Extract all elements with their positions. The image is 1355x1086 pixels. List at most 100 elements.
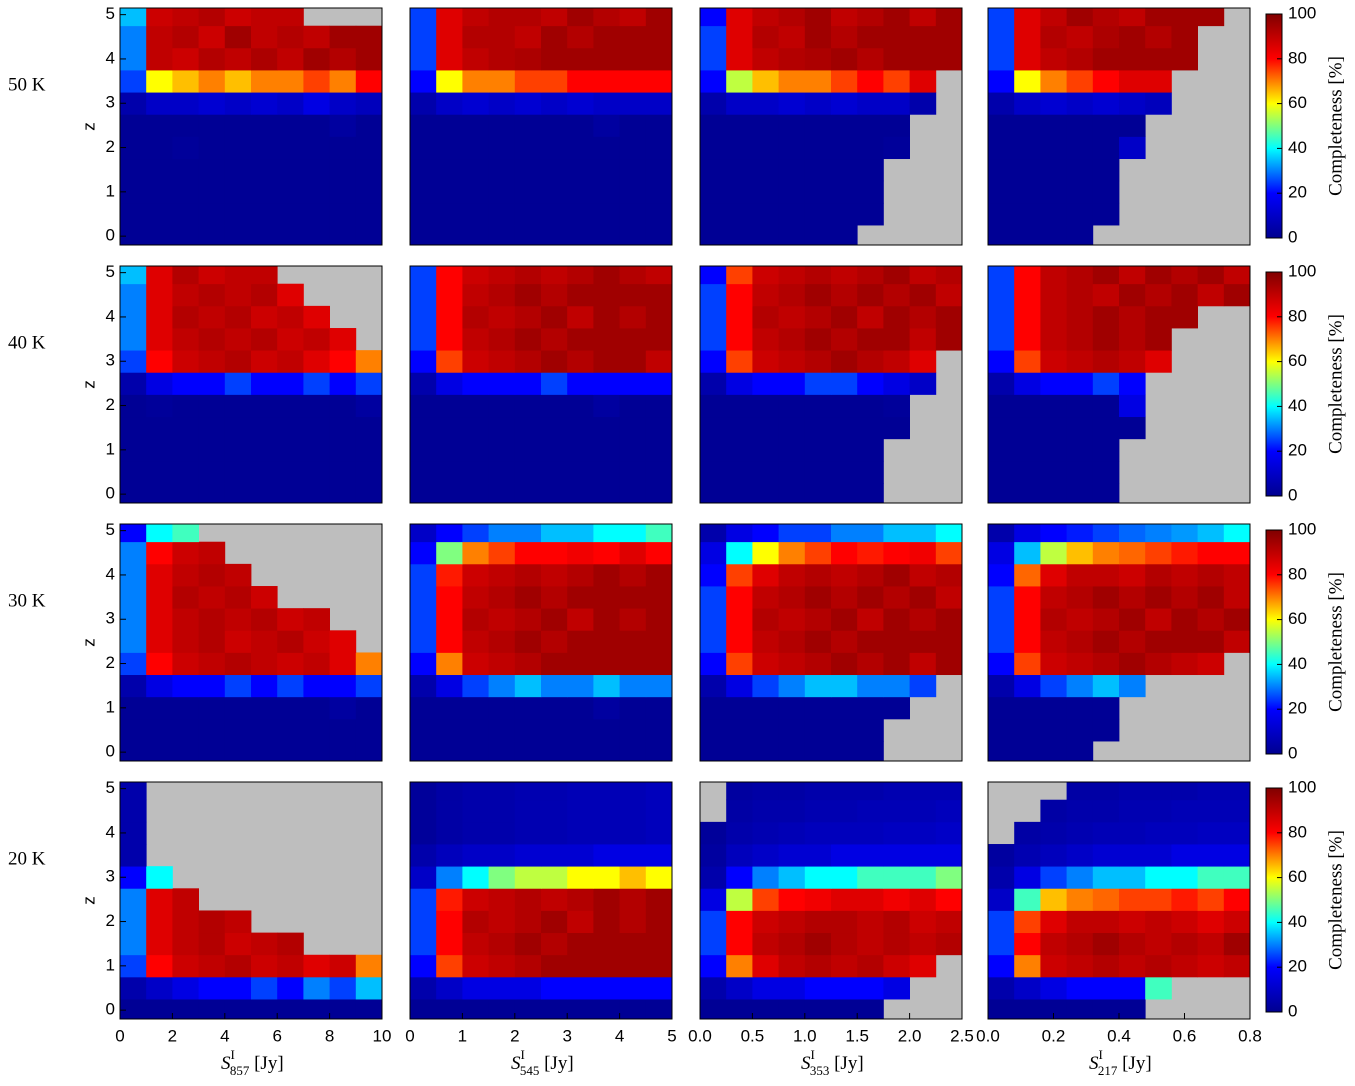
heatmap-cell	[303, 225, 330, 245]
heatmap-cell	[700, 586, 727, 609]
heatmap-cell	[752, 821, 779, 845]
heatmap-cell	[804, 283, 832, 307]
heatmap-cell	[1040, 283, 1067, 307]
heatmap-cell	[251, 8, 278, 27]
heatmap-cell	[645, 821, 672, 845]
heatmap-cell	[198, 563, 226, 587]
heatmap-cell	[120, 438, 147, 462]
heatmap-cell	[645, 25, 672, 49]
heatmap-cell	[410, 394, 437, 418]
heatmap-cell	[645, 844, 672, 867]
heatmap-cell	[883, 563, 910, 587]
heatmap-cell	[277, 696, 304, 720]
heatmap-cell	[514, 608, 542, 631]
heatmap-cell	[251, 999, 278, 1019]
heatmap-cell	[778, 266, 806, 285]
heatmap-cell	[1014, 114, 1041, 137]
heatmap-cell	[726, 563, 753, 587]
heatmap-cell	[462, 8, 489, 27]
heatmap-cell	[1119, 372, 1146, 395]
heatmap-cell	[726, 844, 753, 867]
heatmap-cell	[120, 696, 147, 720]
heatmap-cell	[146, 416, 173, 440]
heatmap-cell	[303, 114, 330, 137]
y-tick-label: 2	[106, 137, 115, 156]
colorbar	[1265, 787, 1283, 1013]
heatmap-cell	[120, 718, 147, 742]
heatmap-cell	[883, 8, 910, 27]
heatmap-cell	[831, 136, 858, 160]
heatmap-cell	[619, 460, 647, 484]
heatmap-cell	[988, 630, 1015, 653]
heatmap-cell	[988, 158, 1015, 182]
heatmap-cell	[277, 328, 304, 351]
heatmap-cell	[436, 202, 463, 226]
heatmap-cell	[251, 328, 278, 351]
heatmap-cell	[857, 180, 884, 204]
heatmap-cell	[541, 47, 568, 71]
heatmap-cell	[804, 741, 832, 761]
heatmap-cell	[120, 416, 147, 440]
heatmap-cell	[593, 741, 620, 761]
heatmap-cell	[752, 460, 779, 484]
heatmap-cell	[1119, 541, 1146, 565]
heatmap-cell	[436, 8, 463, 27]
heatmap-cell	[1040, 696, 1067, 720]
heatmap-cell	[988, 8, 1015, 27]
heatmap-cell	[700, 718, 727, 742]
heatmap-cell	[1014, 888, 1041, 911]
heatmap-cell	[462, 844, 489, 867]
heatmap-cell	[909, 372, 937, 395]
heatmap-cell	[120, 910, 147, 934]
heatmap-cell	[120, 136, 147, 160]
heatmap-cell	[726, 180, 753, 204]
heatmap-cell	[883, 866, 910, 889]
heatmap-cell	[804, 821, 832, 845]
heatmap-cell	[988, 888, 1015, 911]
x-axis-label-symbol: S	[511, 1053, 521, 1074]
heatmap-cell	[146, 305, 173, 329]
heatmap-cell	[488, 954, 516, 978]
heatmap-cell	[514, 563, 542, 587]
heatmap-cell	[778, 976, 806, 1000]
heatmap-cell	[726, 328, 753, 351]
heatmap	[988, 782, 1250, 1019]
heatmap-cell	[172, 283, 199, 307]
colorbar-tick-label: 40	[1288, 912, 1307, 931]
heatmap-cell	[146, 136, 173, 160]
colorbar-label: Completeness [%]	[1325, 56, 1346, 196]
heatmap-cell	[541, 416, 568, 440]
colorbar-tick-label: 40	[1288, 396, 1307, 415]
heatmap-cell	[277, 741, 304, 761]
heatmap-cell	[700, 866, 727, 889]
heatmap-cell	[1014, 866, 1041, 889]
heatmap-cell	[883, 782, 910, 801]
heatmap-cell	[726, 718, 753, 742]
heatmap-cell	[831, 70, 858, 93]
heatmap-cell	[120, 283, 147, 307]
heatmap-cell	[198, 114, 226, 137]
heatmap-cell	[804, 976, 832, 1000]
x-tick-label: 1	[458, 1026, 467, 1045]
heatmap-cell	[1092, 910, 1120, 934]
colorbar-tick-label: 0	[1288, 1001, 1297, 1020]
heatmap-cell	[514, 8, 542, 27]
heatmap-cell	[488, 225, 516, 245]
heatmap-cell	[831, 563, 858, 587]
heatmap-cell	[645, 328, 672, 351]
heatmap-cell	[172, 92, 199, 115]
heatmap-cell	[645, 483, 672, 503]
colorbar-tick-label: 20	[1288, 441, 1307, 460]
heatmap-cell	[593, 999, 620, 1019]
heatmap-cell	[1040, 350, 1067, 373]
heatmap-cell	[277, 350, 304, 373]
heatmap-cell	[1066, 158, 1094, 182]
heatmap-cell	[778, 718, 806, 742]
heatmap-cell	[988, 350, 1015, 373]
heatmap-cell	[436, 70, 463, 93]
heatmap-cell	[1066, 954, 1094, 978]
heatmap-cell	[514, 283, 542, 307]
heatmap-cell	[831, 821, 858, 845]
heatmap-cell	[303, 630, 330, 653]
heatmap-cell	[1040, 92, 1067, 115]
